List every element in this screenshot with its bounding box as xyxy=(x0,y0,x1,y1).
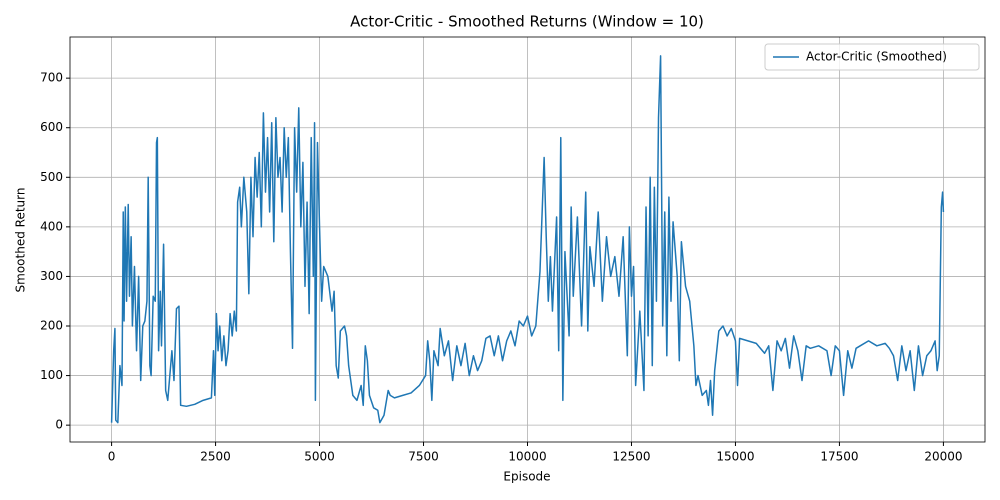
x-tick-label: 2500 xyxy=(200,450,231,464)
x-tick-label: 5000 xyxy=(304,450,335,464)
y-tick-label: 100 xyxy=(40,368,63,382)
y-axis-label: Smoothed Return xyxy=(14,188,28,293)
x-tick-label: 20000 xyxy=(924,450,962,464)
data-line xyxy=(110,55,945,424)
y-tick-label: 0 xyxy=(55,418,63,432)
y-tick-label: 700 xyxy=(40,71,63,85)
x-tick-label: 12500 xyxy=(612,450,650,464)
x-axis-label: Episode xyxy=(503,470,550,484)
legend-label: Actor-Critic (Smoothed) xyxy=(806,50,947,64)
y-tick-label: 600 xyxy=(40,120,63,134)
y-tick-label: 200 xyxy=(40,319,63,333)
y-tick-label: 400 xyxy=(40,219,63,233)
x-tick-label: 0 xyxy=(108,450,116,464)
y-tick-label: 500 xyxy=(40,170,63,184)
x-tick-label: 17500 xyxy=(820,450,858,464)
y-tick-label: 300 xyxy=(40,269,63,283)
x-tick-label: 7500 xyxy=(408,450,439,464)
chart-title: Actor-Critic - Smoothed Returns (Window … xyxy=(350,13,704,31)
x-tick-label: 15000 xyxy=(716,450,754,464)
legend-box xyxy=(764,43,980,71)
plot-frame xyxy=(69,36,986,443)
x-tick-label: 10000 xyxy=(508,450,546,464)
